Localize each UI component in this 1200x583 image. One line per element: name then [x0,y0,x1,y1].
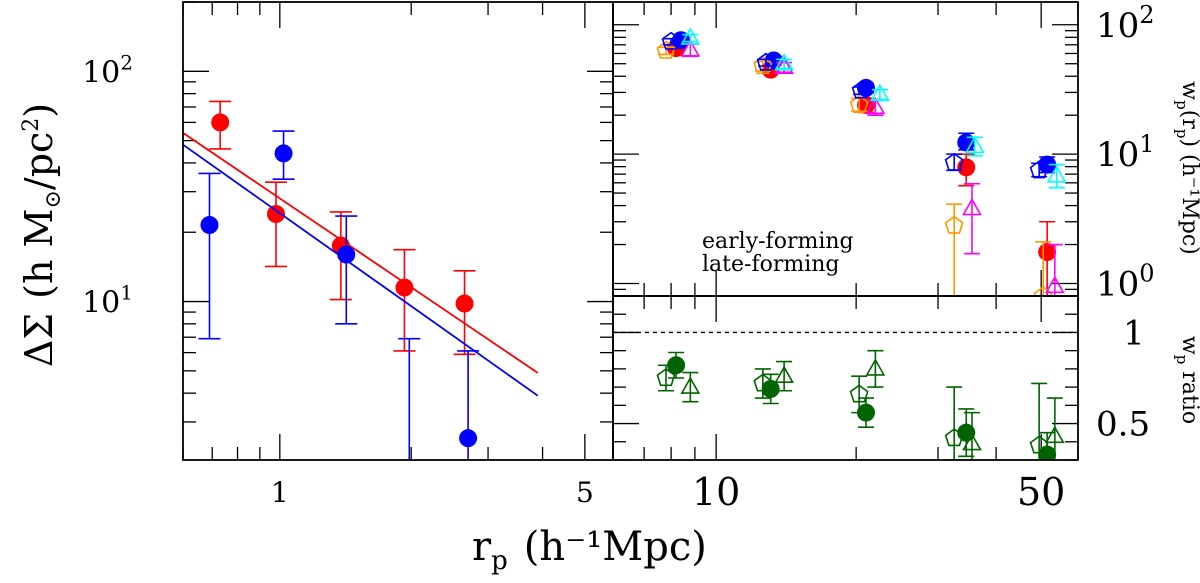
data-point [337,245,356,264]
data-point [774,56,794,74]
data-point [774,53,794,71]
data-point [661,31,681,50]
y-tick-label: 0.5 [1096,405,1150,445]
lensing-panel: 1 5 101 102 [82,1,614,509]
plot-area [656,27,1067,296]
data-point [865,96,886,115]
data-point [870,83,890,102]
y-tick-label: 1 [1123,313,1145,353]
data-point [459,429,478,448]
data-point [667,356,686,375]
y-tick-label: 102 [82,50,133,90]
x-tick-label: 10 [692,470,740,514]
plot-frame [182,1,614,461]
data-point [865,358,886,376]
data-point [944,215,964,234]
data-point [1046,165,1067,183]
y-tick-label: 101 [82,281,133,321]
plot-frame [612,295,1079,461]
data-point [680,376,701,394]
plot-area [613,331,1078,460]
data-point [962,432,982,451]
legend-entry-late-forming: late-forming [702,252,840,277]
ratio-panel: 10 50 1 0.5 [612,295,1150,514]
data-point [964,135,985,154]
data-point [274,144,293,163]
data-point [756,52,776,71]
data-point [455,294,474,313]
data-point [761,379,780,398]
data-point [944,152,964,171]
data-point [266,205,285,224]
x-tick-label: 1 [271,476,289,509]
data-point [962,197,982,216]
data-point [680,39,701,57]
clustering-panel: 100 101 102 [612,1,1155,304]
data-point [849,384,869,403]
clustering-y-axis-label: wp(rp) (h⁻¹Mpc) [1173,81,1200,254]
data-point [1038,445,1057,460]
model-line [183,143,539,397]
data-point [1044,275,1065,294]
y-tick-label: 100 [1096,259,1155,304]
plot-area [183,100,539,460]
y-tick-label: 102 [1096,1,1155,46]
data-point [656,40,676,59]
ratio-y-axis-label: wp ratio [1173,336,1200,424]
data-point [753,373,773,392]
data-point [851,80,871,99]
x-axis-label: rp (h⁻¹Mpc) [472,524,707,576]
data-point [753,56,773,75]
data-point [200,216,219,235]
data-point [944,428,964,447]
data-point [211,113,230,132]
data-point [1038,243,1057,262]
data-point [656,368,676,387]
lensing-y-axis-label: ΔΣ(h M⊙/pc2) [17,103,66,367]
data-point [1038,155,1057,174]
legend-entry-early-forming: early-forming [702,229,854,254]
model-line [183,132,539,374]
data-point [849,94,869,113]
data-point [395,278,414,297]
y-tick-label: 101 [1096,130,1155,175]
data-point [774,365,794,384]
x-tick-label: 50 [1017,470,1065,514]
data-point [1044,425,1065,444]
data-point [1029,160,1049,179]
x-tick-label: 5 [576,476,594,509]
data-point [680,27,701,45]
